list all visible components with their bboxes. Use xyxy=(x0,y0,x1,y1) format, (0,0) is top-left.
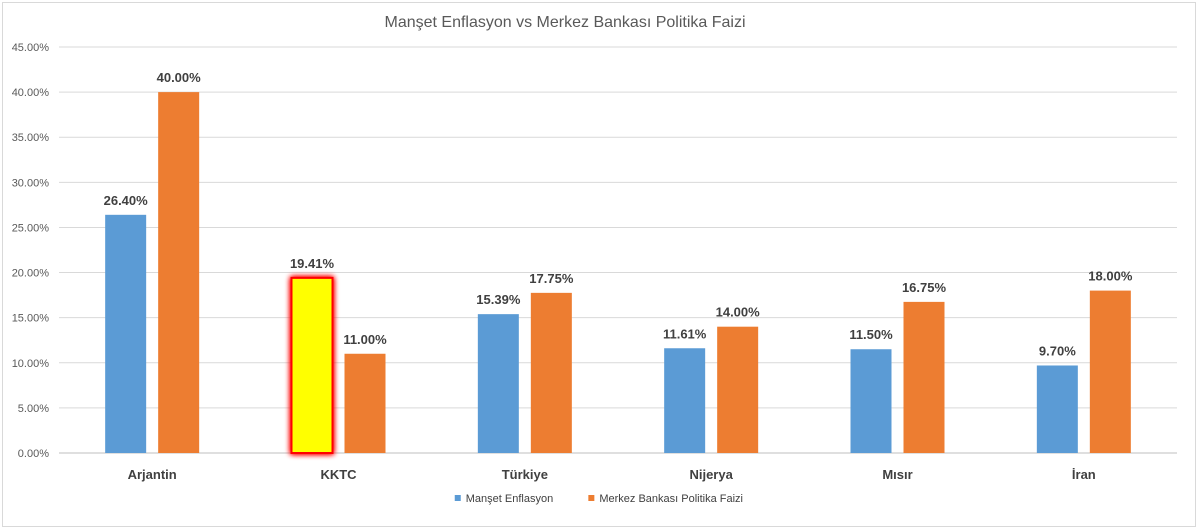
chart-canvas: Manşet Enflasyon vs Merkez Bankası Polit… xyxy=(12,14,1177,505)
data-label: 19.41% xyxy=(290,256,335,271)
bar-highlighted xyxy=(290,276,334,454)
x-category-label: Arjantin xyxy=(128,467,177,482)
legend-label: Manşet Enflasyon xyxy=(466,493,553,505)
bars xyxy=(105,92,1131,454)
x-category-label: Türkiye xyxy=(502,467,548,482)
data-label: 14.00% xyxy=(716,305,761,320)
data-label: 11.50% xyxy=(849,327,893,342)
bar xyxy=(344,353,386,453)
bar xyxy=(664,348,706,453)
data-label: 40.00% xyxy=(157,70,202,85)
data-labels: 26.40% 40.00% 19.41% 11.00% 15.39% 17.75% 11.6… xyxy=(104,70,1133,358)
x-category-label: İran xyxy=(1072,467,1096,482)
grid-lines xyxy=(59,46,1177,454)
x-category-label: Nijerya xyxy=(689,467,733,482)
data-label: 16.75% xyxy=(902,280,947,295)
legend: Manşet Enflasyon Merkez Bankası Politika … xyxy=(454,493,743,505)
legend-swatch xyxy=(454,495,461,501)
data-label: 9.70% xyxy=(1039,343,1076,358)
y-tick-label: 0.00% xyxy=(18,448,49,460)
y-tick-label: 25.00% xyxy=(12,222,50,234)
y-tick-label: 30.00% xyxy=(12,177,50,189)
y-tick-label: 15.00% xyxy=(12,313,50,325)
x-category-label: Mısır xyxy=(882,467,912,482)
data-label: 17.75% xyxy=(529,271,574,286)
data-label: 15.39% xyxy=(476,292,521,307)
legend-swatch xyxy=(588,495,595,501)
y-tick-label: 10.00% xyxy=(12,358,50,370)
chart-title: Manşet Enflasyon vs Merkez Bankası Polit… xyxy=(384,14,745,31)
x-axis-categories: Arjantin KKTC Türkiye Nijerya Mısır İran xyxy=(128,467,1096,482)
data-label: 11.00% xyxy=(343,332,387,347)
data-label: 11.61% xyxy=(663,326,707,341)
data-label: 18.00% xyxy=(1088,269,1133,284)
bar xyxy=(903,301,945,453)
bar xyxy=(530,292,572,453)
x-category-label: KKTC xyxy=(320,467,357,482)
y-tick-label: 20.00% xyxy=(12,268,50,280)
y-tick-label: 35.00% xyxy=(12,132,50,144)
bar xyxy=(717,326,759,453)
y-axis-ticks: 0.00% 5.00% 10.00% 15.00% 20.00% 25.00% 30.00%… xyxy=(12,42,50,460)
legend-label: Merkez Bankası Politika Faizi xyxy=(599,493,743,505)
bar xyxy=(158,92,200,453)
data-label: 26.40% xyxy=(104,193,149,208)
bar xyxy=(477,314,519,453)
y-tick-label: 45.00% xyxy=(12,42,50,54)
bar xyxy=(1089,290,1131,453)
bar xyxy=(850,349,892,453)
y-tick-label: 5.00% xyxy=(18,403,49,415)
bar xyxy=(105,214,147,453)
bar xyxy=(1036,365,1078,453)
y-tick-label: 40.00% xyxy=(12,87,50,99)
